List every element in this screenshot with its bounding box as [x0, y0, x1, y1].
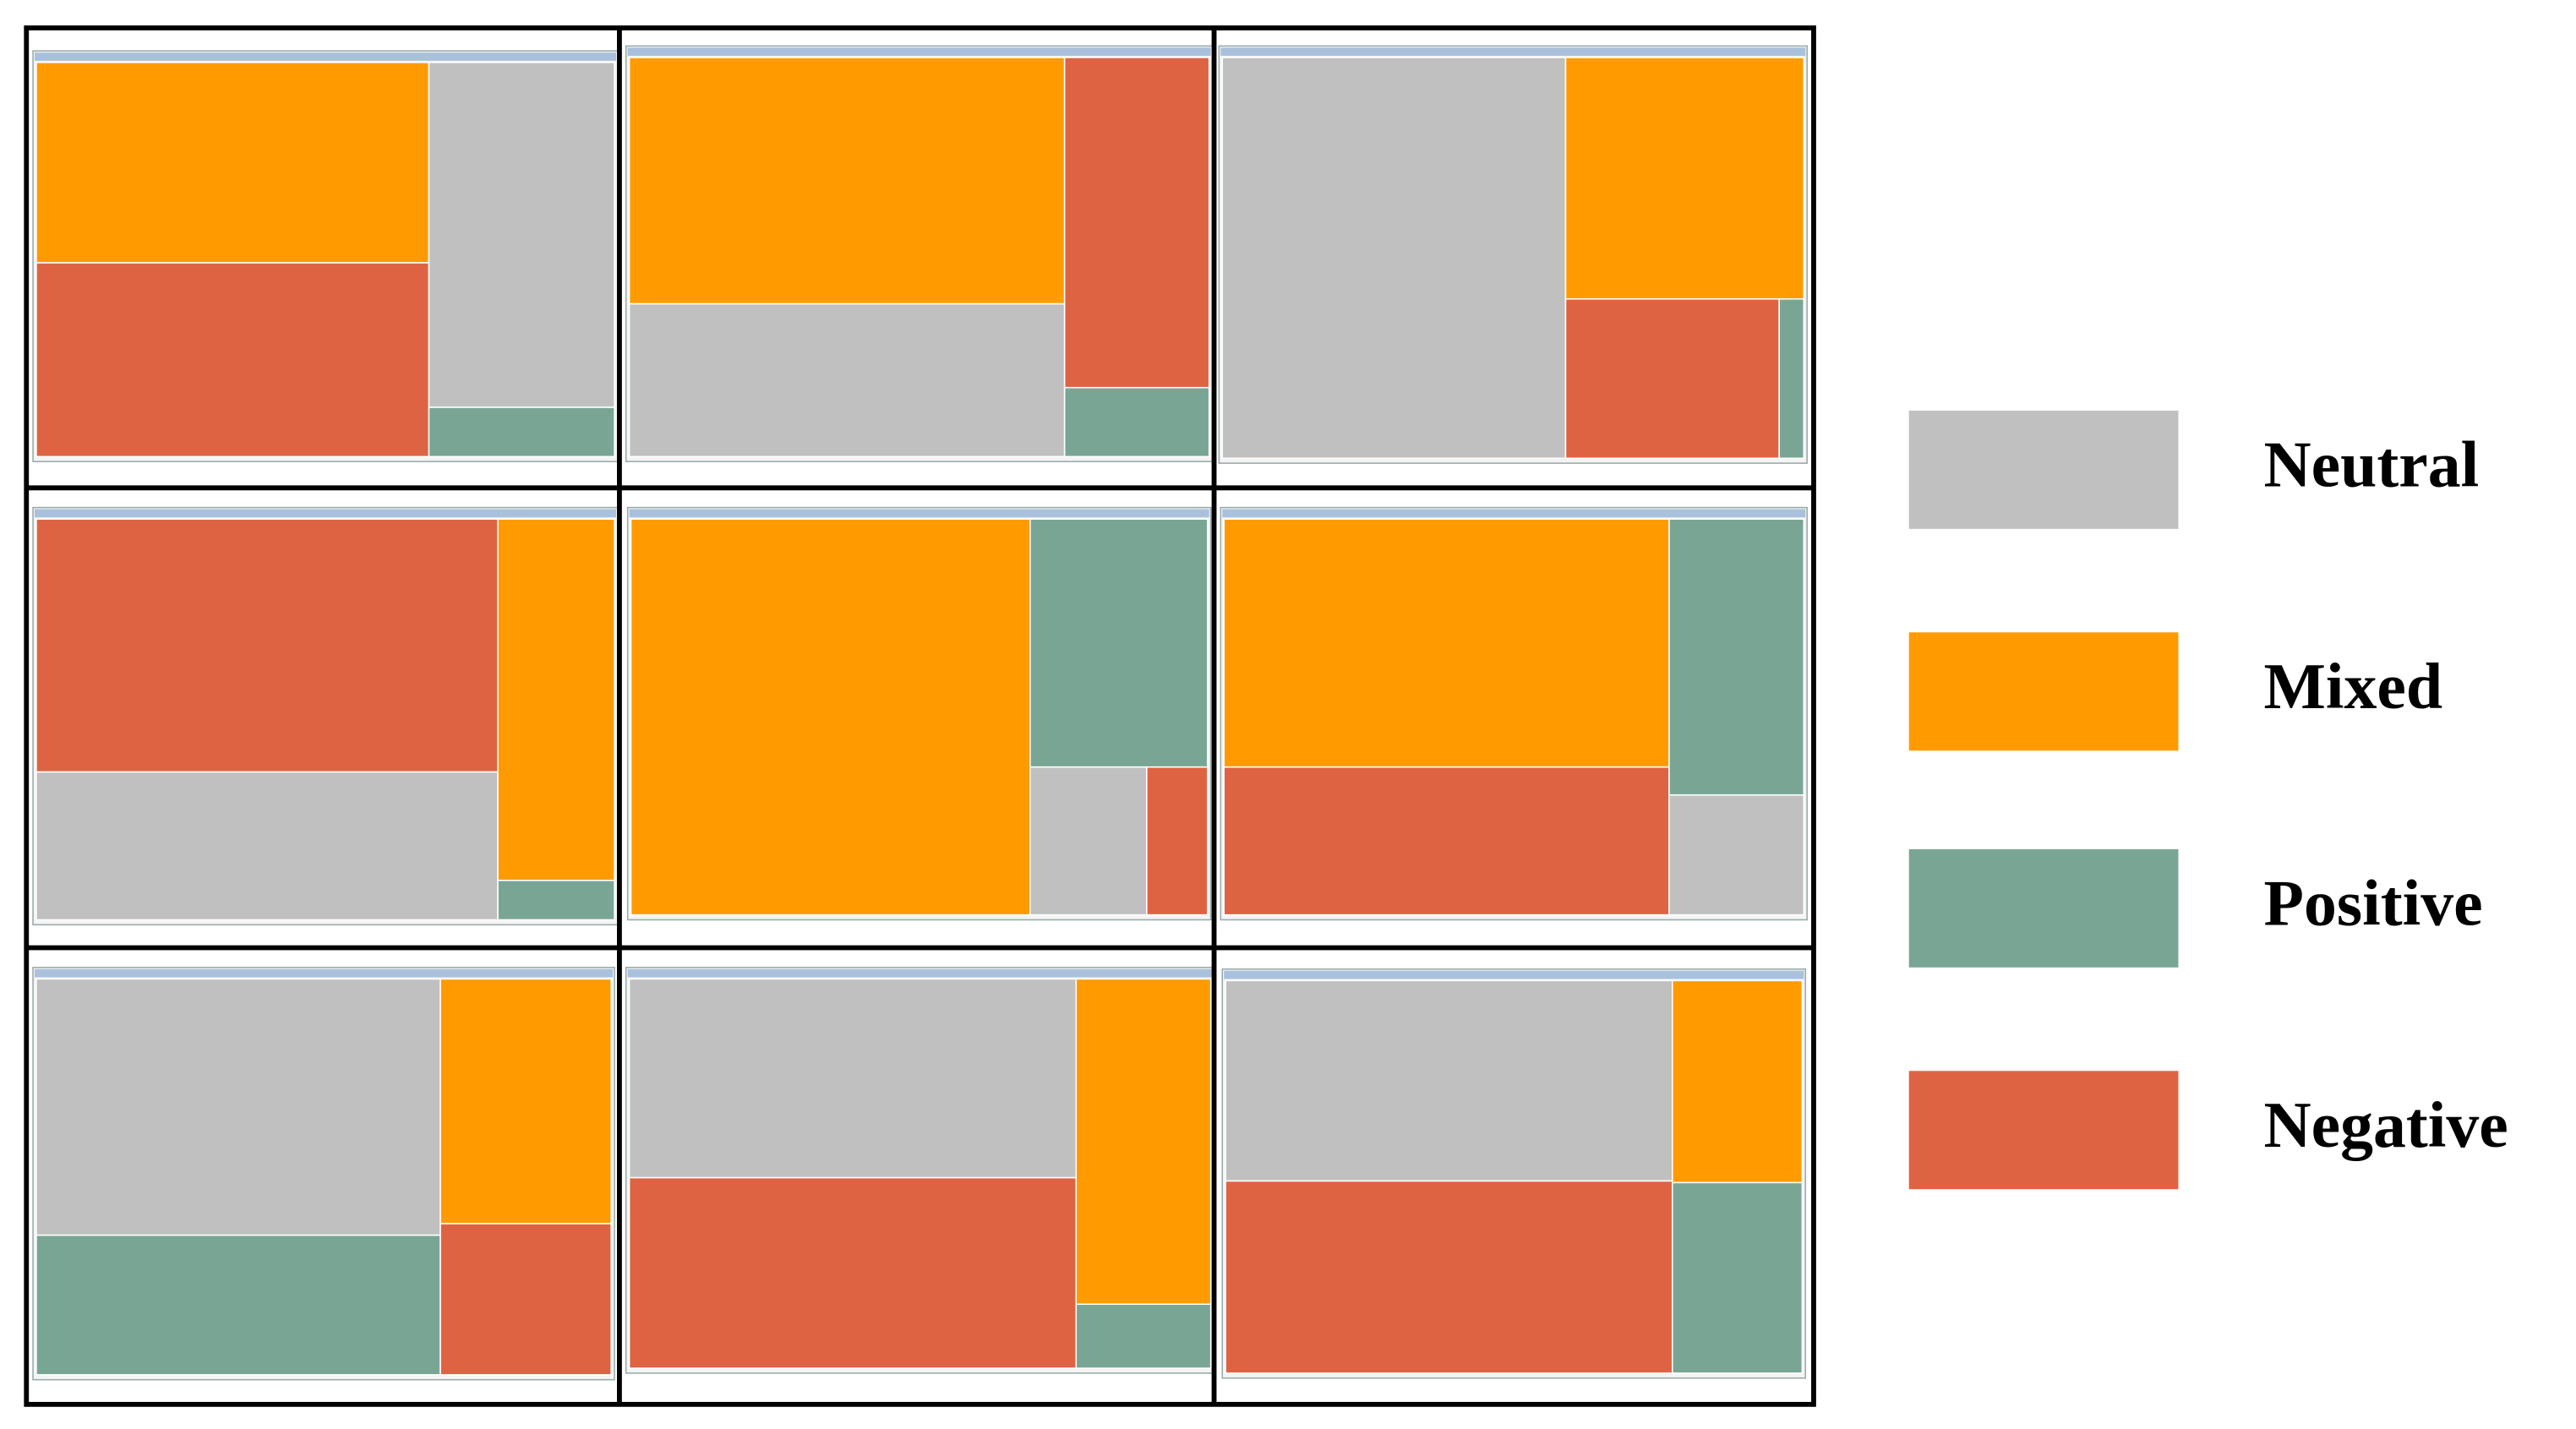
treemap-cell — [1564, 297, 1780, 460]
outer-border — [24, 25, 1816, 1407]
treemap-cell — [1029, 518, 1209, 768]
title-bar — [34, 52, 617, 61]
treemap-screenshot — [32, 506, 619, 926]
legend-swatch — [1908, 410, 2179, 529]
legend-label: Negative — [2264, 1088, 2508, 1161]
treemap-cell — [35, 771, 499, 921]
legend-label: Positive — [2264, 867, 2483, 940]
legend-label: Mixed — [2264, 650, 2443, 723]
treemap-cell — [1075, 1303, 1212, 1369]
treemap-cell — [497, 880, 615, 921]
treemap-cell — [428, 406, 615, 458]
treemap-cell — [1778, 297, 1805, 460]
legend-swatch — [1908, 1071, 2179, 1190]
treemap-cell — [1668, 794, 1805, 916]
treemap-cell — [1668, 518, 1805, 796]
treemap-cell — [35, 978, 441, 1236]
treemap-screenshot — [625, 967, 1215, 1374]
treemap-screenshot — [1218, 45, 1808, 464]
treemap-cell — [35, 518, 499, 773]
treemap-screenshot — [1220, 506, 1808, 921]
treemap-cell — [1225, 979, 1673, 1182]
treemap-cell — [630, 518, 1031, 916]
legend-swatch — [1908, 848, 2179, 968]
treemap-cell — [439, 978, 612, 1224]
treemap-cell — [497, 518, 615, 881]
treemap-cell — [439, 1223, 612, 1376]
treemap-cell — [1672, 1181, 1804, 1374]
title-bar — [629, 509, 1209, 518]
title-bar — [34, 968, 614, 978]
treemap-cell — [1672, 979, 1804, 1184]
treemap-screenshot — [625, 45, 1214, 462]
treemap-cell — [1223, 766, 1670, 916]
title-bar — [1222, 509, 1806, 518]
treemap-screenshot — [626, 506, 1212, 921]
title-bar — [1224, 970, 1804, 979]
title-bar — [34, 509, 617, 518]
legend-label: Neutral — [2264, 428, 2480, 501]
treemap-cell — [428, 62, 615, 408]
treemap-cell — [628, 1176, 1078, 1369]
treemap-cell — [628, 978, 1078, 1179]
grid-frame — [24, 25, 1816, 1407]
legend: Neutral Mixed Positive Negative — [1908, 410, 2508, 1190]
treemap-cell — [1146, 766, 1209, 916]
treemap-cell — [1063, 386, 1210, 458]
treemap-cell — [1221, 57, 1567, 460]
title-bar — [627, 47, 1211, 57]
treemap-screenshot — [32, 50, 619, 462]
treemap-cell — [1075, 978, 1212, 1306]
treemap-cell — [1063, 57, 1210, 389]
treemap-cell — [35, 262, 430, 458]
treemap-cell — [1223, 518, 1670, 768]
treemap-cell — [628, 57, 1066, 305]
treemap-cell — [35, 62, 430, 264]
treemap-cell — [1029, 766, 1148, 916]
treemap-screenshot — [32, 967, 615, 1381]
treemap-screenshot — [1221, 968, 1807, 1379]
panel-grid — [32, 45, 1808, 1381]
treemap-cell — [628, 303, 1066, 458]
treemap-cell — [1225, 1180, 1673, 1374]
treemap-cell — [1564, 57, 1805, 300]
treemap-cell — [35, 1234, 441, 1376]
title-bar — [627, 968, 1213, 978]
legend-swatch — [1908, 632, 2179, 751]
title-bar — [1220, 47, 1806, 57]
